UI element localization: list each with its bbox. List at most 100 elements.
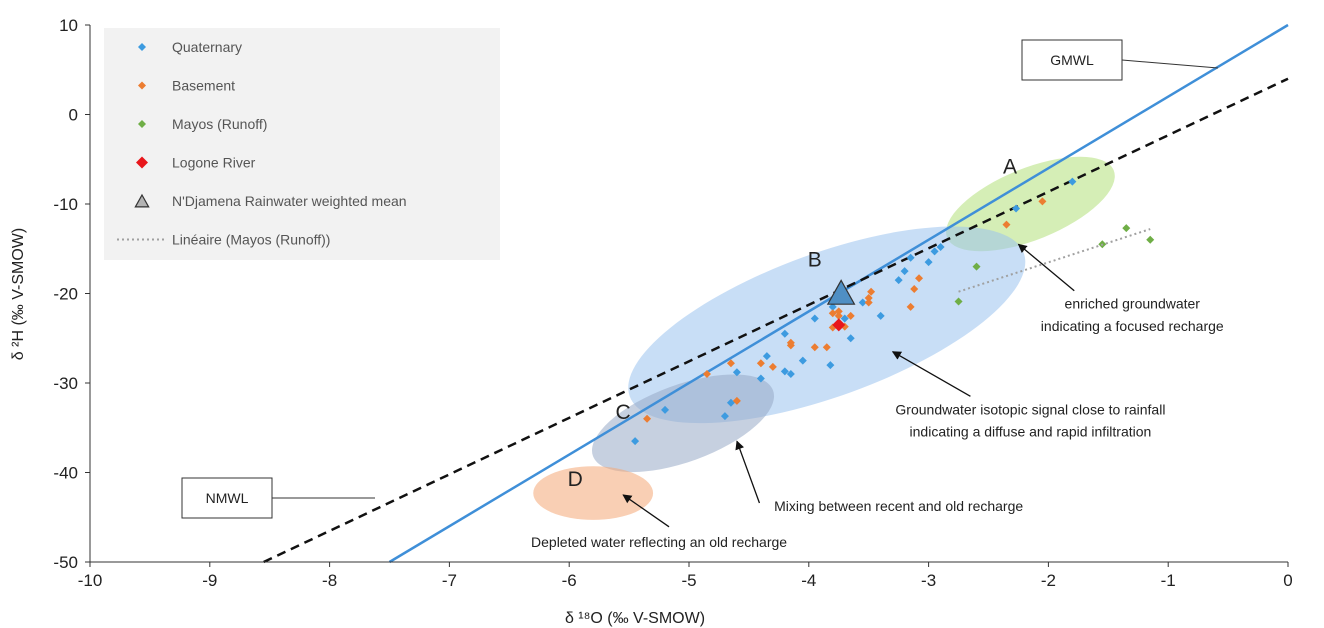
legend-marker xyxy=(134,193,150,208)
x-tick-label: -9 xyxy=(202,571,217,590)
point-mayos-runoff xyxy=(1122,224,1131,233)
point-quaternary xyxy=(631,437,640,446)
y-axis-title: δ ²H (‰ V-SMOW) xyxy=(10,228,27,360)
point-basement xyxy=(867,287,876,296)
legend-label: Linéaire (Mayos (Runoff)) xyxy=(172,232,330,248)
point-basement xyxy=(915,274,924,283)
point-quaternary xyxy=(726,398,735,407)
annotation-arrow xyxy=(1017,243,1075,292)
point-quaternary xyxy=(840,314,849,323)
annotation-text: enriched groundwater xyxy=(1065,296,1201,312)
point-basement xyxy=(1038,197,1047,206)
legend-label: Mayos (Runoff) xyxy=(172,116,267,132)
y-tick-label: -50 xyxy=(53,553,78,572)
x-tick-label: -8 xyxy=(322,571,337,590)
group-label-c: C xyxy=(616,401,631,424)
point-quaternary xyxy=(756,374,765,383)
point-quaternary xyxy=(780,367,789,376)
y-tick-label: -20 xyxy=(53,285,78,304)
legend-label: Basement xyxy=(172,78,235,94)
point-basement xyxy=(828,309,837,318)
point-basement xyxy=(834,307,843,316)
legend-marker xyxy=(138,81,146,90)
nmwl-label-text: NMWL xyxy=(206,490,249,506)
point-mayos-runoff xyxy=(972,262,981,271)
point-basement xyxy=(643,414,652,423)
point-quaternary xyxy=(786,370,795,379)
point-quaternary xyxy=(906,253,915,262)
point-basement xyxy=(726,359,735,368)
data-points xyxy=(631,177,1155,446)
point-basement xyxy=(864,293,873,302)
group-label-a: A xyxy=(1003,156,1017,179)
point-basement xyxy=(834,311,843,320)
point-quaternary xyxy=(894,276,903,285)
y-tick-label: -30 xyxy=(53,374,78,393)
legend-marker xyxy=(138,120,146,128)
point-quaternary xyxy=(1068,177,1077,186)
legend-items: Quaternary Basement Mayos (Runoff) Logone R… xyxy=(117,39,407,248)
point-basement xyxy=(768,362,777,371)
point-quaternary xyxy=(780,329,789,338)
trendline-mayos xyxy=(958,228,1151,293)
point-basement xyxy=(906,302,915,311)
point-basement xyxy=(786,338,795,347)
point-quaternary xyxy=(930,247,939,256)
nmwl-label: NMWL xyxy=(181,477,375,519)
point-quaternary xyxy=(826,361,835,370)
annotation-text: Depleted water reflecting an old recharg… xyxy=(531,534,787,550)
annotation-arrow xyxy=(622,494,670,528)
point-mayos-runoff xyxy=(1146,235,1155,244)
legend-marker xyxy=(138,43,146,51)
annotation-text: indicating a focused recharge xyxy=(1041,318,1224,334)
point-quaternary xyxy=(846,334,855,343)
legend-marker xyxy=(136,156,148,169)
point-quaternary xyxy=(798,356,807,365)
annotation-text: Groundwater isotopic signal close to rai… xyxy=(895,401,1165,417)
x-tick-label: -1 xyxy=(1161,571,1176,590)
point-quaternary xyxy=(900,267,909,276)
point-basement xyxy=(864,298,873,307)
point-basement xyxy=(702,370,711,379)
group-label-b: B xyxy=(808,249,822,272)
y-tick-label: -40 xyxy=(53,464,78,483)
region-d xyxy=(533,466,654,520)
point-n-djamena-rainwater-weighted-mean xyxy=(826,279,856,305)
point-quaternary xyxy=(810,314,819,323)
point-logone-river xyxy=(832,318,846,332)
x-tick-label: -4 xyxy=(801,571,816,590)
x-tick-label: -6 xyxy=(562,571,577,590)
nmwl-line xyxy=(263,77,1289,564)
gmwl-label-text: GMWL xyxy=(1050,52,1094,68)
point-basement xyxy=(1002,220,1011,229)
point-quaternary xyxy=(1012,204,1021,213)
x-tick-label: -7 xyxy=(442,571,457,590)
annotation-text: Mixing between recent and old recharge xyxy=(774,498,1023,514)
point-quaternary xyxy=(936,242,945,251)
x-axis-title: δ ¹⁸O (‰ V-SMOW) xyxy=(565,610,705,627)
x-tick-label: -2 xyxy=(1041,571,1056,590)
group-label-d: D xyxy=(568,468,583,491)
point-quaternary xyxy=(858,298,867,307)
x-tick-label: -10 xyxy=(78,571,103,590)
legend-label: Logone River xyxy=(172,155,256,171)
x-tick-label: 0 xyxy=(1283,571,1292,590)
point-quaternary xyxy=(762,352,771,361)
legend: Quaternary Basement Mayos (Runoff) Logone R… xyxy=(104,28,500,260)
point-quaternary xyxy=(876,311,885,320)
y-tick-label: 0 xyxy=(69,106,78,125)
point-basement xyxy=(910,285,919,294)
point-basement xyxy=(810,343,819,352)
y-tick-label: 10 xyxy=(59,16,78,35)
point-quaternary xyxy=(732,368,741,377)
point-quaternary xyxy=(924,258,933,267)
annotation-text: indicating a diffuse and rapid infiltrat… xyxy=(910,424,1152,440)
point-quaternary xyxy=(720,412,729,421)
gmwl-label: GMWL xyxy=(1021,39,1219,81)
x-tick-label: -3 xyxy=(921,571,936,590)
region-c xyxy=(591,374,775,473)
x-tick-label: -5 xyxy=(681,571,696,590)
